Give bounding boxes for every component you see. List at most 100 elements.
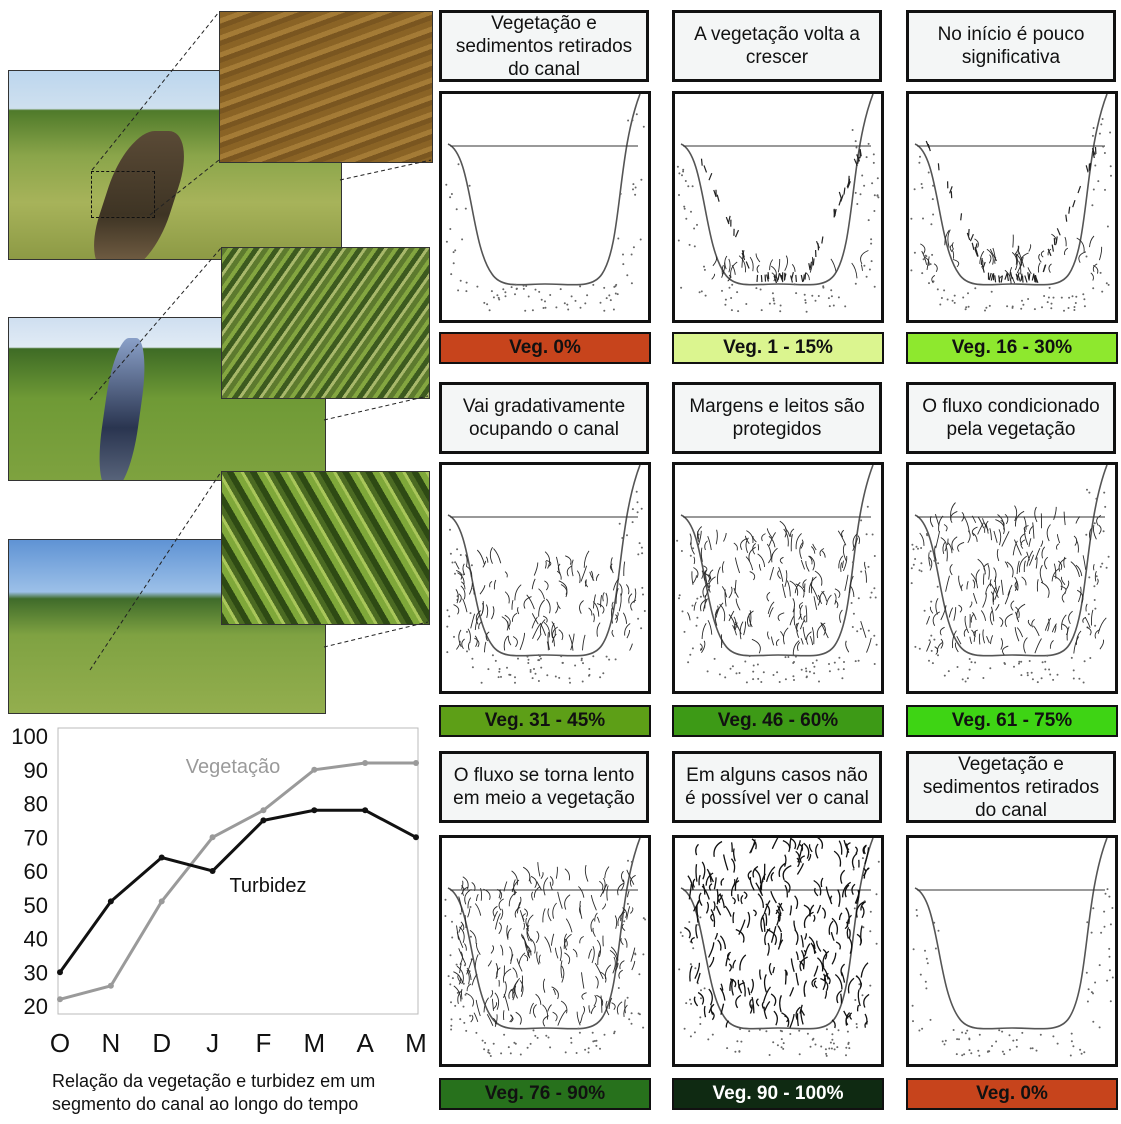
sediment-dot bbox=[771, 292, 774, 295]
sediment-dot bbox=[760, 309, 763, 312]
sediment-dot bbox=[1050, 302, 1053, 305]
sediment-dot bbox=[1043, 295, 1046, 297]
sediment-dot bbox=[1108, 955, 1111, 958]
vegetation-stroke bbox=[511, 870, 518, 886]
vegetation-stroke bbox=[493, 579, 497, 590]
vegetation-stroke bbox=[735, 598, 741, 611]
sediment-dot bbox=[630, 860, 633, 863]
sediment-dot bbox=[626, 996, 629, 999]
x-tick-label: O bbox=[50, 1028, 70, 1058]
sediment-dot bbox=[574, 664, 577, 667]
vegetation-stroke bbox=[740, 894, 744, 905]
sediment-dot bbox=[828, 305, 831, 308]
vegetation-stroke bbox=[781, 1012, 790, 1028]
vegetation-stroke bbox=[703, 565, 708, 573]
sediment-dot bbox=[522, 287, 525, 290]
vegetation-stroke bbox=[841, 881, 852, 898]
vegetation-stroke bbox=[474, 903, 482, 916]
vegetation-stroke bbox=[1068, 206, 1071, 214]
vegetation-stroke bbox=[755, 253, 761, 263]
vegetation-stroke bbox=[803, 911, 814, 929]
vegetation-stroke bbox=[1047, 618, 1050, 632]
vegetation-stroke bbox=[1026, 551, 1030, 561]
vegetation-stroke bbox=[523, 596, 532, 609]
vegetation-stroke bbox=[581, 972, 585, 989]
sediment-dot bbox=[1093, 585, 1096, 588]
vegetation-stroke bbox=[701, 640, 706, 654]
vegetation-stroke bbox=[619, 960, 625, 970]
sediment-dot bbox=[857, 659, 860, 662]
vegetation-stroke bbox=[929, 515, 934, 528]
vegetation-stroke bbox=[514, 985, 518, 999]
sediment-dot bbox=[626, 274, 629, 277]
vegetation-level-bar: Veg. 0% bbox=[906, 1078, 1118, 1110]
vegetation-stroke bbox=[821, 550, 826, 558]
vegetation-stroke bbox=[730, 261, 738, 278]
vegetation-stroke bbox=[1056, 543, 1060, 550]
sediment-dot bbox=[640, 627, 643, 630]
vegetation-stroke bbox=[458, 896, 463, 913]
sediment-dot bbox=[456, 548, 459, 551]
vegetation-stroke bbox=[489, 546, 493, 564]
vegetation-stroke bbox=[506, 925, 509, 940]
vegetation-stroke bbox=[795, 850, 800, 863]
vegetation-stroke bbox=[835, 941, 841, 950]
vegetation-stroke bbox=[1089, 235, 1095, 248]
vegetation-stroke bbox=[581, 992, 587, 1000]
vegetation-stroke bbox=[758, 564, 762, 571]
vegetation-stroke bbox=[987, 564, 990, 580]
sediment-dot bbox=[941, 1040, 944, 1043]
vegetation-level-bar: Veg. 46 - 60% bbox=[672, 705, 884, 737]
vegetation-stroke bbox=[993, 530, 998, 543]
sediment-dot bbox=[1041, 661, 1044, 664]
sediment-dot bbox=[1104, 188, 1106, 191]
vegetation-stroke bbox=[1058, 560, 1063, 571]
sediment-dot bbox=[1031, 1047, 1034, 1050]
sediment-dot bbox=[924, 980, 927, 983]
vegetation-stroke bbox=[979, 250, 985, 264]
sediment-dot bbox=[616, 293, 619, 296]
vegetation-stroke bbox=[582, 634, 586, 651]
vegetation-stroke bbox=[862, 844, 867, 854]
vegetation-stroke bbox=[796, 857, 800, 868]
sediment-dot bbox=[1029, 1047, 1032, 1050]
data-point bbox=[260, 817, 267, 824]
vegetation-stroke bbox=[1017, 245, 1020, 253]
sediment-dot bbox=[683, 205, 686, 208]
sediment-dot bbox=[1020, 307, 1023, 310]
sediment-dot bbox=[1052, 678, 1055, 681]
sediment-dot bbox=[911, 1004, 914, 1007]
sediment-dot bbox=[1020, 674, 1023, 677]
sediment-dot bbox=[445, 183, 448, 186]
vegetation-stroke bbox=[623, 561, 626, 577]
vegetation-stroke bbox=[746, 530, 754, 544]
vegetation-stroke bbox=[727, 951, 732, 961]
sediment-dot bbox=[466, 650, 468, 653]
sediment-dot bbox=[687, 661, 690, 664]
sediment-dot bbox=[974, 287, 977, 290]
vegetation-stroke bbox=[808, 263, 811, 271]
vegetation-stroke bbox=[1027, 272, 1030, 280]
vegetation-stroke bbox=[1051, 244, 1054, 252]
vegetation-stroke bbox=[697, 991, 705, 1005]
sediment-dot bbox=[943, 1043, 946, 1046]
sediment-dot bbox=[1030, 671, 1033, 674]
sediment-dot bbox=[870, 238, 873, 241]
sediment-dot bbox=[498, 298, 501, 301]
vegetation-stroke bbox=[535, 993, 542, 1005]
sediment-dot bbox=[772, 299, 775, 302]
vegetation-stroke bbox=[777, 272, 780, 281]
vegetation-stroke bbox=[551, 622, 555, 639]
vegetation-stroke bbox=[1023, 637, 1028, 654]
sediment-dot bbox=[700, 989, 702, 992]
sediment-dot bbox=[956, 1038, 959, 1041]
data-point bbox=[158, 898, 165, 905]
sediment-dot bbox=[527, 295, 530, 298]
sediment-dot bbox=[1105, 566, 1108, 569]
sediment-dot bbox=[925, 987, 928, 990]
sediment-dot bbox=[1067, 307, 1070, 309]
vegetation-stroke bbox=[768, 962, 773, 976]
x-tick-label: A bbox=[356, 1028, 374, 1058]
vegetation-stroke bbox=[833, 208, 836, 216]
vegetation-stroke bbox=[479, 585, 486, 595]
